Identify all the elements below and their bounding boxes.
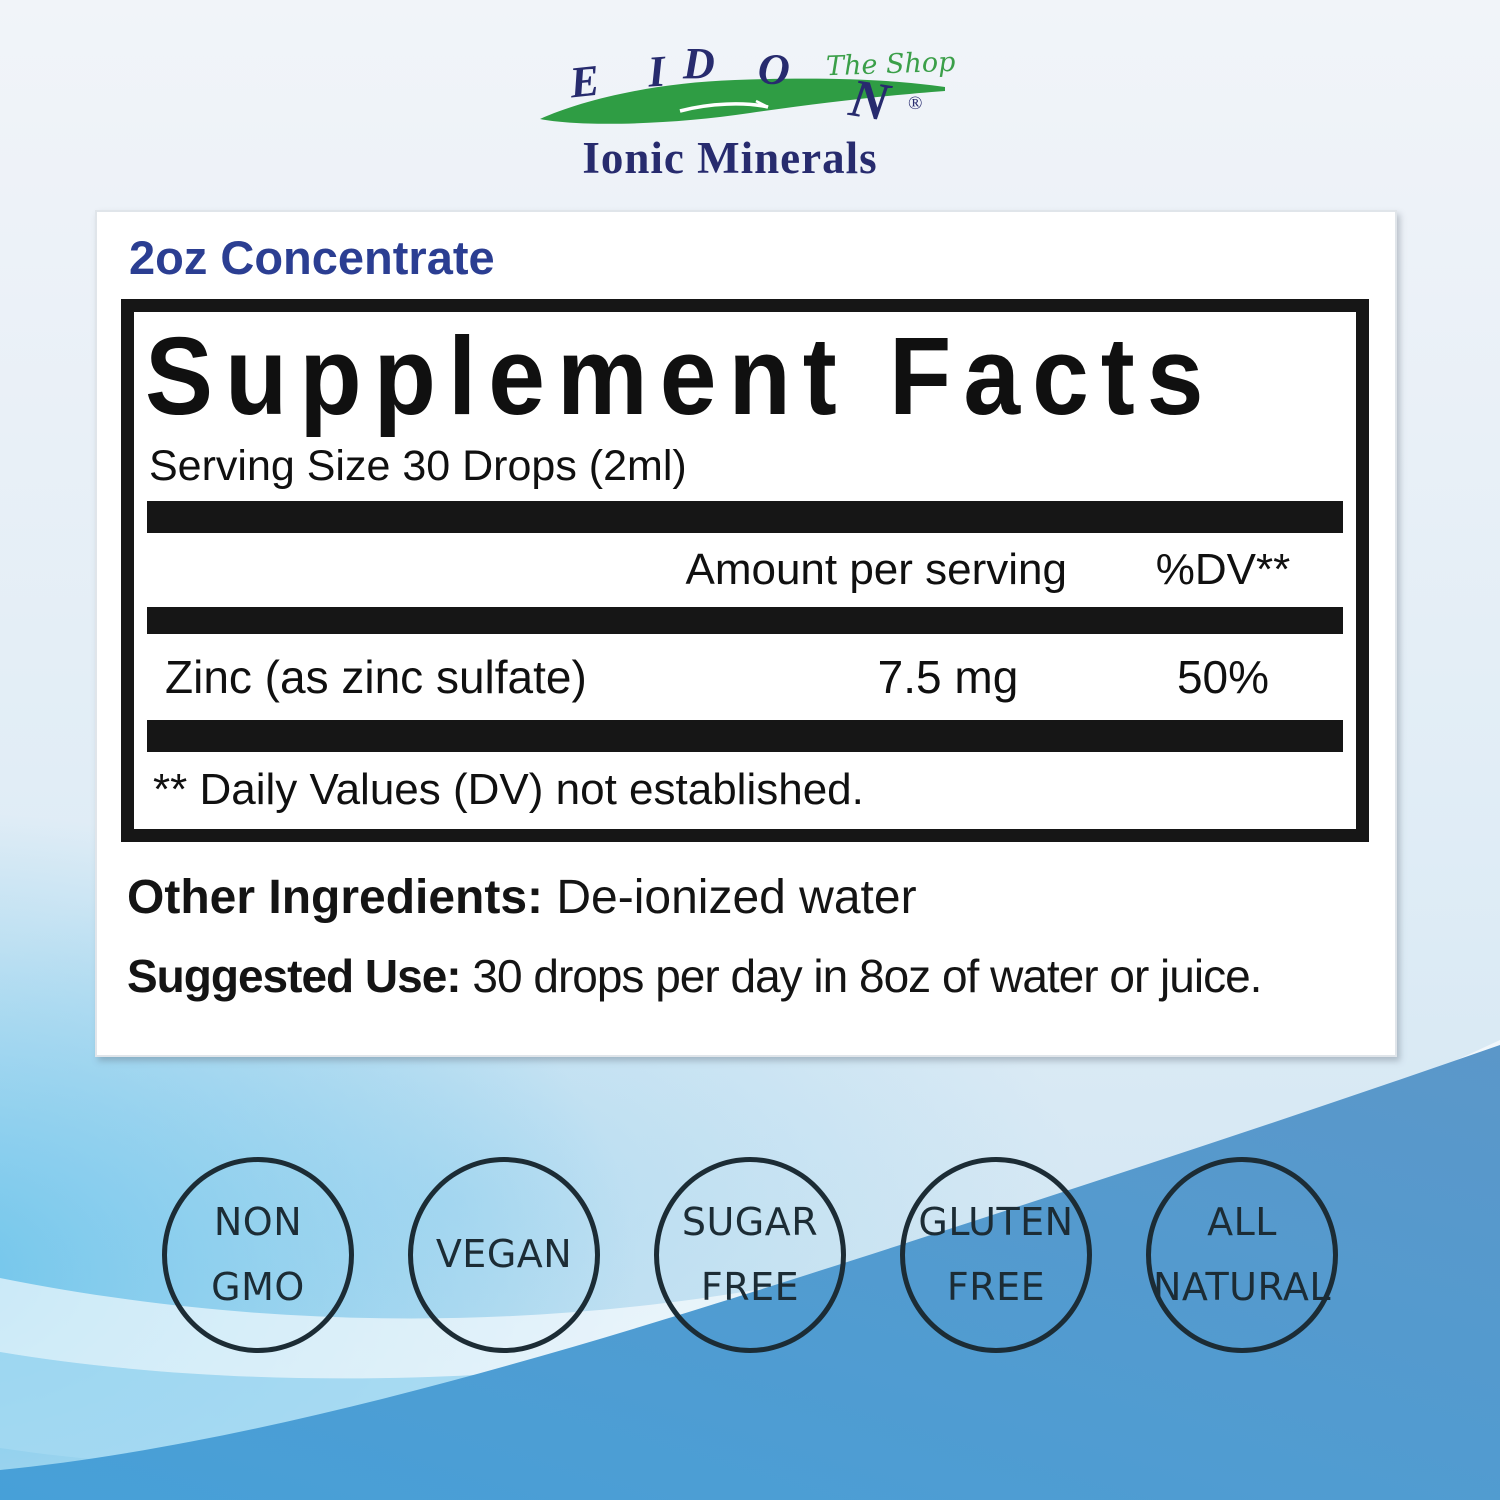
- badge-vegan: VEGAN: [408, 1157, 600, 1353]
- separator-bar-top: [147, 501, 1343, 534]
- badge-line: GLUTEN: [918, 1199, 1074, 1244]
- amount-per-serving-header: Amount per serving: [685, 545, 1067, 595]
- badge-gluten-free: GLUTEN FREE: [900, 1157, 1092, 1353]
- badge-line: SUGAR: [681, 1199, 819, 1244]
- supplement-facts-box: Supplement Facts Serving Size 30 Drops (…: [121, 299, 1369, 843]
- the-shop-label: The Shop: [825, 46, 956, 83]
- badge-line: FREE: [700, 1265, 800, 1309]
- badge-line: ALL: [1207, 1199, 1277, 1244]
- badge-line: GMO: [211, 1265, 305, 1309]
- badge-non-gmo: NON GMO: [162, 1157, 354, 1353]
- badges-row: NON GMO VEGAN SUGAR FREE GLUTEN FREE ALL…: [0, 1157, 1500, 1353]
- size-heading: 2oz Concentrate: [129, 231, 495, 284]
- daily-value-header: %DV**: [1155, 545, 1291, 595]
- brand-logo: E I D O N ® The Shop Ionic Minerals: [520, 35, 980, 185]
- badge-line: FREE: [946, 1265, 1046, 1309]
- other-ingredients-value: De-ionized water: [556, 871, 917, 925]
- logo-letter-i: I: [646, 46, 667, 97]
- badge-line: NON: [213, 1199, 303, 1244]
- nutrient-row-zinc: Zinc (as zinc sulfate) 7.5 mg 50%: [147, 634, 1343, 720]
- logo-letter-e: E: [567, 55, 602, 108]
- other-ingredients-label: Other Ingredients:: [127, 871, 544, 925]
- logo-letter-o: O: [756, 44, 792, 95]
- badge-line: VEGAN: [435, 1232, 573, 1277]
- nutrient-name: Zinc (as zinc sulfate): [165, 651, 587, 704]
- suggested-use-value: 30 drops per day in 8oz of water or juic…: [472, 950, 1262, 1003]
- supplement-facts-title: Supplement Facts: [145, 314, 1216, 438]
- badge-sugar-free: SUGAR FREE: [654, 1157, 846, 1353]
- logo-letter-d: D: [683, 39, 715, 88]
- separator-bar-middle: [147, 607, 1343, 635]
- logo-swoosh-icon: [540, 78, 945, 124]
- registered-trademark-mark: ®: [908, 93, 923, 114]
- label-panel: 2oz Concentrate Supplement Facts Serving…: [95, 210, 1397, 1057]
- wave-main-blue: [0, 1045, 1500, 1500]
- serving-size-text: Serving Size 30 Drops (2ml): [149, 442, 687, 491]
- other-ingredients-row: Other Ingredients: De-ionized water: [127, 870, 1369, 925]
- nutrient-daily-value: 50%: [1176, 651, 1270, 704]
- daily-value-footnote: ** Daily Values (DV) not established.: [153, 765, 864, 815]
- nutrient-amount: 7.5 mg: [877, 651, 1019, 704]
- badge-line: NATURAL: [1152, 1265, 1332, 1309]
- suggested-use-label: Suggested Use:: [127, 950, 462, 1003]
- separator-bar-bottom: [147, 720, 1343, 753]
- brand-tagline: Ionic Minerals: [582, 133, 878, 183]
- badge-all-natural: ALL NATURAL: [1146, 1157, 1338, 1353]
- suggested-use-row: Suggested Use: 30 drops per day in 8oz o…: [127, 949, 1369, 1003]
- column-header-row: Amount per serving %DV**: [147, 533, 1343, 607]
